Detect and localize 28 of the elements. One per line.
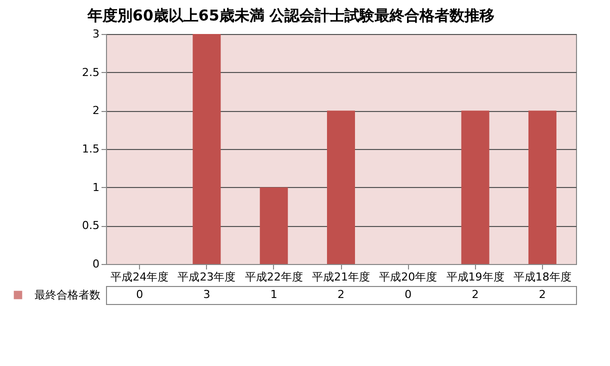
data-label: 0 [404, 288, 412, 301]
x-tick-label: 平成19年度 [446, 270, 504, 284]
y-tick-label: 2 [92, 104, 100, 118]
bar [528, 110, 556, 264]
bar [461, 110, 490, 264]
y-tick-label: 1 [92, 180, 100, 194]
y-tick-label: 3 [92, 28, 100, 40]
data-label: 3 [203, 288, 210, 301]
y-tick-label: 0 [92, 258, 100, 270]
data-label: 1 [270, 288, 278, 301]
data-label: 2 [338, 288, 344, 301]
y-tick-label: 0.5 [82, 219, 100, 232]
bar [192, 34, 221, 264]
x-tick-label: 平成18年度 [513, 270, 572, 284]
bar [260, 187, 288, 264]
y-tick-label: 2.5 [82, 66, 100, 79]
legend-label: 最終合格者数 [34, 288, 100, 302]
x-tick-label: 平成21年度 [312, 270, 370, 284]
data-label: 2 [538, 288, 546, 301]
y-tick-label: 1.5 [82, 142, 100, 156]
chart-title: 年度別60歳以上65歳未満 公認会計士試験最終合格者数推移 [86, 6, 494, 24]
x-tick-label: 平成24年度 [110, 270, 169, 284]
x-tick-label: 平成22年度 [244, 270, 303, 284]
data-label: 0 [136, 288, 144, 301]
x-tick-label: 平成23年度 [178, 270, 236, 284]
x-tick-label: 平成20年度 [379, 270, 438, 284]
bar [327, 110, 355, 264]
data-label: 2 [472, 288, 479, 301]
